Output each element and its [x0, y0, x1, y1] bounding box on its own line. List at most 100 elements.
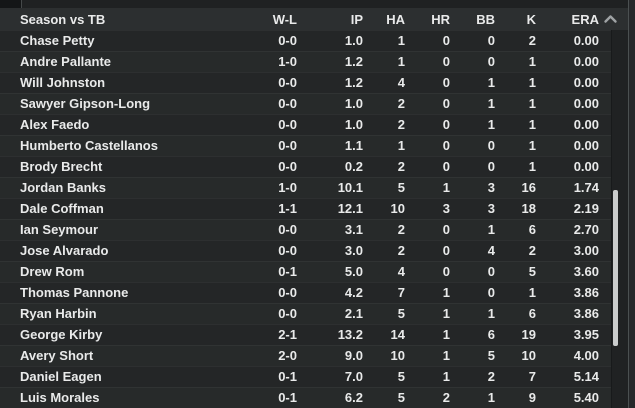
stat-k: 7 [528, 369, 536, 384]
table-row[interactable]: Avery Short 2-0 9.0 10 1 5 10 4.00 [0, 345, 635, 366]
table-row[interactable]: Chase Petty 0-0 1.0 1 0 0 2 0.00 [0, 30, 635, 51]
table-row[interactable]: Alex Faedo 0-0 1.0 2 0 1 1 0.00 [0, 114, 635, 135]
table-row[interactable]: Will Johnston 0-0 1.2 4 0 1 1 0.00 [0, 72, 635, 93]
player-name[interactable]: Ian Seymour [20, 222, 99, 237]
stat-era: 3.95 [573, 327, 599, 342]
scrollbar-thumb[interactable] [613, 190, 618, 346]
table-row[interactable]: Daniel Eagen 0-1 7.0 5 1 2 7 5.14 [0, 366, 635, 387]
table-row[interactable]: Ian Seymour 0-0 3.1 2 0 1 6 2.70 [0, 219, 635, 240]
stat-hr: 0 [442, 117, 450, 132]
player-name[interactable]: Jordan Banks [20, 180, 106, 195]
stat-hr: 0 [442, 264, 450, 279]
stat-k: 18 [521, 201, 536, 216]
table-row[interactable]: Jose Alvarado 0-0 3.0 2 0 4 2 3.00 [0, 240, 635, 261]
stat-era: 3.86 [573, 285, 599, 300]
stat-bb: 1 [487, 75, 495, 90]
column-header-wl[interactable]: W-L [272, 11, 297, 27]
player-name[interactable]: Andre Pallante [20, 54, 112, 69]
stat-ip: 3.0 [344, 243, 363, 258]
stat-wl: 1-0 [278, 54, 297, 69]
stat-bb: 0 [487, 54, 495, 69]
table-body: Chase Petty 0-0 1.0 1 0 0 2 0.00 Andre P… [0, 30, 635, 408]
stat-k: 9 [528, 390, 536, 405]
table-row[interactable]: Luis Morales 0-1 6.2 5 2 1 9 5.40 [0, 387, 635, 408]
stat-ip: 4.2 [344, 285, 363, 300]
stat-bb: 3 [487, 180, 495, 195]
stat-hr: 0 [442, 159, 450, 174]
table-row[interactable]: Drew Rom 0-1 5.0 4 0 0 5 3.60 [0, 261, 635, 282]
stat-ip: 1.2 [344, 75, 363, 90]
stat-hr: 1 [442, 180, 450, 195]
stat-era: 4.00 [573, 348, 599, 363]
stat-wl: 0-0 [278, 33, 297, 48]
player-name[interactable]: Drew Rom [20, 264, 85, 279]
column-header-ip[interactable]: IP [350, 11, 363, 27]
stat-bb: 0 [487, 33, 495, 48]
table-row[interactable]: Humberto Castellanos 0-0 1.1 1 0 0 1 0.0… [0, 135, 635, 156]
column-header-k[interactable]: K [526, 11, 536, 27]
stat-bb: 1 [487, 306, 495, 321]
player-name[interactable]: George Kirby [20, 327, 103, 342]
stat-wl: 0-1 [278, 264, 297, 279]
stat-era: 1.74 [573, 180, 599, 195]
player-name[interactable]: Will Johnston [20, 75, 106, 90]
table-row[interactable]: Sawyer Gipson-Long 0-0 1.0 2 0 1 1 0.00 [0, 93, 635, 114]
stat-ip: 7.0 [344, 369, 363, 384]
player-name[interactable]: Brody Brecht [20, 159, 103, 174]
player-name[interactable]: Chase Petty [20, 33, 95, 48]
table-row[interactable]: Thomas Pannone 0-0 4.2 7 1 0 1 3.86 [0, 282, 635, 303]
stat-hr: 0 [442, 138, 450, 153]
stat-wl: 0-0 [278, 243, 297, 258]
scrollbar-track[interactable] [612, 30, 628, 408]
player-name[interactable]: Luis Morales [20, 390, 100, 405]
table-row[interactable]: Andre Pallante 1-0 1.2 1 0 0 1 0.00 [0, 51, 635, 72]
table-row[interactable]: Brody Brecht 0-0 0.2 2 0 0 1 0.00 [0, 156, 635, 177]
stat-bb: 2 [487, 369, 495, 384]
stat-hr: 1 [442, 285, 450, 300]
panel-right-border [628, 0, 629, 408]
column-header-bb[interactable]: BB [476, 11, 495, 27]
player-name[interactable]: Daniel Eagen [20, 369, 102, 384]
stat-ha: 2 [397, 96, 405, 111]
stat-k: 1 [528, 54, 536, 69]
stat-era: 5.14 [573, 369, 599, 384]
stat-era: 3.00 [573, 243, 599, 258]
stat-k: 5 [528, 264, 536, 279]
chevron-up-icon[interactable] [603, 14, 618, 24]
stat-hr: 0 [442, 54, 450, 69]
player-name[interactable]: Sawyer Gipson-Long [20, 96, 151, 111]
stat-ha: 2 [397, 222, 405, 237]
stat-wl: 2-0 [278, 348, 297, 363]
table-row[interactable]: George Kirby 2-1 13.2 14 1 6 19 3.95 [0, 324, 635, 345]
stat-wl: 0-1 [278, 369, 297, 384]
player-name[interactable]: Jose Alvarado [20, 243, 109, 258]
stat-k: 6 [528, 306, 536, 321]
player-name[interactable]: Humberto Castellanos [20, 138, 158, 153]
player-name[interactable]: Dale Coffman [20, 201, 104, 216]
stat-ha: 5 [397, 306, 405, 321]
column-header-hr[interactable]: HR [431, 11, 450, 27]
stat-ha: 10 [390, 201, 405, 216]
player-name[interactable]: Ryan Harbin [20, 306, 97, 321]
stat-wl: 0-0 [278, 222, 297, 237]
stat-hr: 1 [442, 306, 450, 321]
player-name[interactable]: Avery Short [20, 348, 94, 363]
stat-ip: 9.0 [344, 348, 363, 363]
column-header-ha[interactable]: HA [386, 11, 405, 27]
stat-era: 0.00 [573, 33, 599, 48]
column-header-season-vs-tb[interactable]: Season vs TB [20, 11, 106, 27]
column-header-era[interactable]: ERA [571, 11, 599, 27]
stat-ha: 1 [397, 33, 405, 48]
player-name[interactable]: Thomas Pannone [20, 285, 129, 300]
stat-k: 6 [528, 222, 536, 237]
player-name[interactable]: Alex Faedo [20, 117, 90, 132]
stat-wl: 1-1 [278, 201, 297, 216]
stat-hr: 1 [442, 348, 450, 363]
stat-hr: 0 [442, 75, 450, 90]
table-row[interactable]: Dale Coffman 1-1 12.1 10 3 3 18 2.19 [0, 198, 635, 219]
stat-k: 10 [521, 348, 536, 363]
stat-ha: 1 [397, 138, 405, 153]
table-row[interactable]: Jordan Banks 1-0 10.1 5 1 3 16 1.74 [0, 177, 635, 198]
table-row[interactable]: Ryan Harbin 0-0 2.1 5 1 1 6 3.86 [0, 303, 635, 324]
